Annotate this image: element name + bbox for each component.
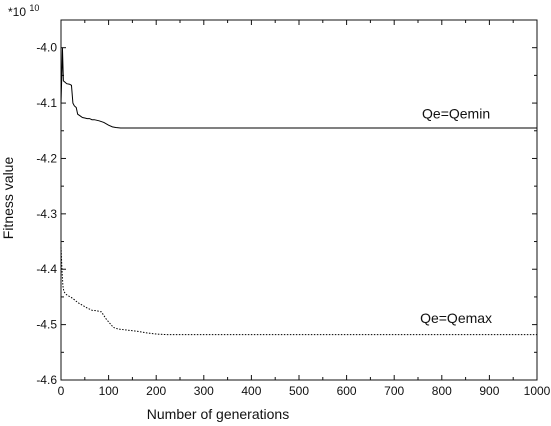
y-axis-ticks: -4.0 -4.1 -4.2 -4.3 -4.4 -4.5 -4.6 [36,19,537,387]
series-lines [60,47,537,336]
y-tick-label: -4.5 [36,318,57,332]
y-tick-label: -4.3 [36,207,57,221]
x-tick-label: 100 [99,384,119,398]
y-multiplier-exponent: 10 [29,3,39,13]
y-tick-label: -4.4 [36,262,57,276]
series-annotation: Qe=Qemax [420,310,492,326]
y-tick-label: -4.0 [36,41,57,55]
x-tick-label: 600 [337,384,357,398]
x-tick-label: 200 [146,384,166,398]
x-axis-ticks: 0 100 200 300 400 500 600 700 800 900 1000 [58,20,551,398]
y-axis-title: Fitness value [0,157,16,240]
y-tick-label: -4.1 [36,96,57,110]
series-line-1 [60,47,537,129]
x-tick-label: 1000 [524,384,551,398]
series-line-2 [60,247,537,336]
x-axis-title: Number of generations [147,406,289,422]
y-axis-multiplier: *10 10 [8,3,39,19]
y-tick-label: -4.6 [36,373,57,387]
x-tick-label: 700 [384,384,404,398]
annotations: Qe=Qemin Qe=Qemax [420,106,492,326]
x-tick-label: 500 [289,384,309,398]
y-multiplier-base: *10 [8,5,26,19]
series-annotation: Qe=Qemin [422,106,490,122]
x-tick-label: 900 [479,384,499,398]
x-tick-label: 300 [194,384,214,398]
y-tick-label: -4.2 [36,151,57,165]
axes-frame [60,19,538,381]
x-tick-label: 800 [432,384,452,398]
plot-frame [60,19,538,381]
x-tick-label: 0 [58,384,65,398]
x-tick-label: 400 [241,384,261,398]
